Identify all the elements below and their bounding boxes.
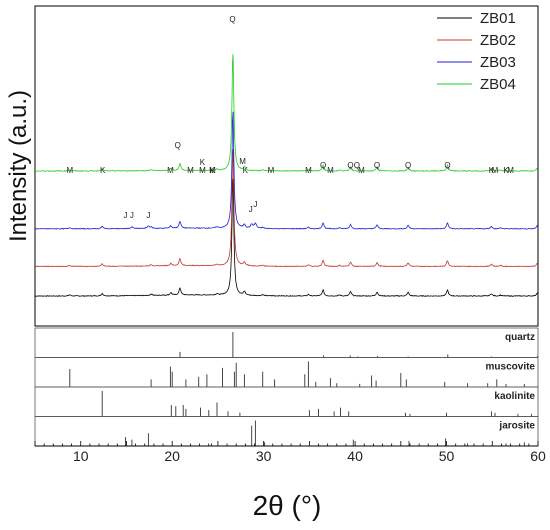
peak-label: Q bbox=[444, 161, 450, 170]
peak-label: M bbox=[492, 166, 499, 175]
peak-label: M bbox=[199, 166, 206, 175]
reference-label: quartz bbox=[505, 332, 535, 343]
reference-quartz: quartz bbox=[34, 327, 539, 358]
peak-label: M bbox=[358, 166, 365, 175]
reference-label: jarosite bbox=[498, 421, 535, 432]
peak-label: M bbox=[327, 166, 334, 175]
peak-label: Q bbox=[320, 161, 326, 170]
peak-label: M bbox=[209, 166, 216, 175]
peak-label: M bbox=[507, 166, 514, 175]
jarosite-peak-label: J bbox=[253, 200, 257, 209]
reference-muscovite: muscovite bbox=[34, 357, 539, 388]
x-tick-label: 60 bbox=[530, 448, 546, 464]
x-axis: 10 20 30 40 50 60 bbox=[34, 441, 546, 464]
reference-kaolinite: kaolinite bbox=[34, 386, 539, 417]
reference-box bbox=[34, 357, 539, 388]
legend-label: ZB02 bbox=[480, 32, 516, 49]
jarosite-peak-label: J bbox=[249, 205, 253, 214]
peak-label: K bbox=[200, 158, 206, 167]
jarosite-peak-label: J bbox=[124, 211, 128, 220]
y-axis-title: Intensity (a.u.) bbox=[5, 90, 32, 242]
peak-label: M bbox=[239, 157, 246, 166]
jarosite-peak-label: J bbox=[130, 211, 134, 220]
series-line-zb02 bbox=[35, 149, 538, 268]
series-line-zb03 bbox=[35, 111, 538, 230]
peak-label: K bbox=[243, 166, 249, 175]
reference-box bbox=[34, 416, 539, 447]
series-line-zb04 bbox=[35, 54, 538, 172]
peak-label: M bbox=[268, 166, 275, 175]
peak-label: K bbox=[100, 166, 106, 175]
x-axis-title: 2θ (°) bbox=[253, 490, 322, 521]
reference-box bbox=[34, 386, 539, 417]
peak-label: K bbox=[503, 166, 509, 175]
reference-jarosite: jarosite bbox=[34, 416, 539, 447]
jarosite-peak-label: J bbox=[146, 211, 150, 220]
peak-label: Q bbox=[405, 161, 411, 170]
reference-label: muscovite bbox=[486, 362, 536, 373]
x-tick-label: 20 bbox=[164, 448, 180, 464]
peak-label: Q bbox=[175, 141, 181, 150]
peak-label: K bbox=[210, 166, 216, 175]
legend-label: ZB04 bbox=[480, 76, 516, 93]
peak-label: Q bbox=[374, 161, 380, 170]
peak-label: Q bbox=[354, 161, 360, 170]
peak-label: M bbox=[167, 166, 174, 175]
series-layer bbox=[34, 54, 538, 297]
series-line-zb01 bbox=[34, 178, 538, 297]
reference-box bbox=[34, 327, 539, 358]
main-plot-frame bbox=[34, 5, 539, 327]
legend-label: ZB03 bbox=[480, 54, 516, 71]
x-tick-label: 40 bbox=[347, 448, 363, 464]
peak-label: Q bbox=[229, 15, 235, 24]
legend: ZB01 ZB02 ZB03 ZB04 bbox=[437, 10, 516, 93]
peak-label: M bbox=[66, 166, 73, 175]
peak-label: M bbox=[187, 166, 194, 175]
reference-label: kaolinite bbox=[494, 391, 535, 402]
legend-label: ZB01 bbox=[480, 10, 516, 27]
reference-patterns: quartz muscovite kaolinite jarosite bbox=[34, 327, 539, 447]
peak-label: K bbox=[489, 166, 495, 175]
peak-label: M bbox=[305, 166, 312, 175]
x-tick-label: 50 bbox=[439, 448, 455, 464]
peak-label: Q bbox=[347, 161, 353, 170]
x-tick-label: 30 bbox=[256, 448, 272, 464]
x-tick-label: 10 bbox=[73, 448, 89, 464]
